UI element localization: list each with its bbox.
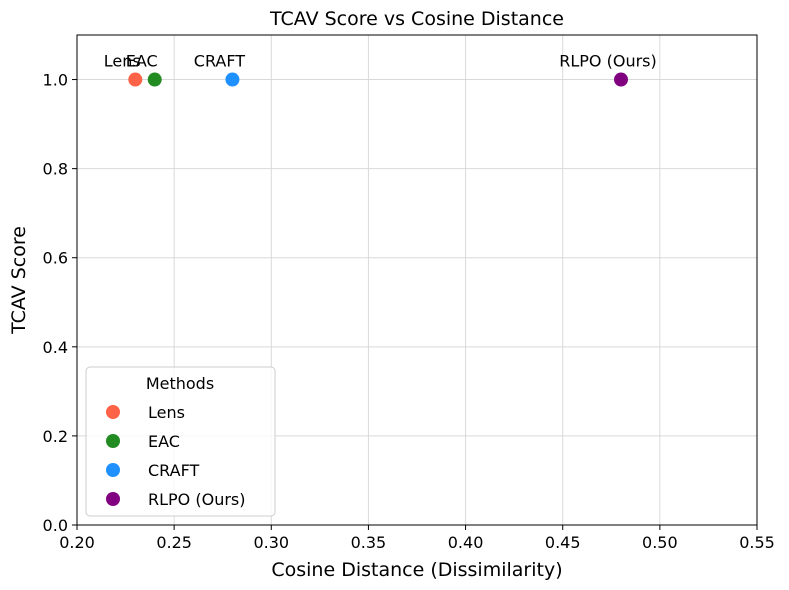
x-tick-label: 0.40	[448, 533, 484, 552]
chart-title: TCAV Score vs Cosine Distance	[269, 8, 564, 30]
data-point	[147, 72, 162, 87]
y-tick-label: 0.4	[43, 338, 68, 357]
y-tick-label: 0.2	[43, 427, 68, 446]
plot-frame	[76, 34, 758, 526]
legend-title: Methods	[146, 374, 214, 393]
legend-entry: EAC	[148, 432, 180, 451]
data-point	[225, 72, 240, 87]
axis-ticks: 0.20 0.25 0.30 0.35 0.40 0.45 0.50 0.55 0.0 0.2 0.…	[43, 71, 775, 552]
data-points	[128, 72, 628, 87]
legend-entry: Lens	[148, 403, 185, 422]
y-tick-label: 0.0	[43, 516, 68, 535]
x-tick-label: 0.30	[253, 533, 289, 552]
legend-marker	[106, 492, 120, 506]
point-label: Lens	[104, 52, 141, 71]
x-tick-label: 0.35	[351, 533, 387, 552]
legend-entry: CRAFT	[148, 461, 200, 480]
x-tick-label: 0.45	[545, 533, 581, 552]
legend-box	[85, 366, 276, 517]
grid-lines	[76, 35, 758, 526]
point-label: CRAFT	[194, 52, 246, 71]
point-label: EAC	[126, 52, 158, 71]
point-label: RLPO (Ours)	[559, 52, 657, 71]
x-tick-label: 0.55	[739, 533, 775, 552]
legend: Methods Lens EAC CRAFT RLPO (Ours)	[85, 366, 276, 517]
x-tick-label: 0.25	[156, 533, 192, 552]
legend-marker	[106, 434, 120, 448]
y-axis-label: TCAV Score	[8, 226, 30, 335]
data-point	[128, 72, 143, 87]
data-point	[614, 72, 628, 87]
y-tick-label: 0.8	[43, 160, 68, 179]
x-tick-label: 0.50	[642, 533, 678, 552]
legend-marker	[106, 463, 120, 477]
y-tick-label: 1.0	[43, 71, 68, 90]
y-tick-label: 0.6	[43, 249, 68, 268]
x-axis-label: Cosine Distance (Dissimilarity)	[271, 559, 562, 581]
legend-entry: RLPO (Ours)	[148, 490, 246, 509]
legend-marker	[106, 405, 120, 419]
x-tick-label: 0.20	[59, 533, 95, 552]
